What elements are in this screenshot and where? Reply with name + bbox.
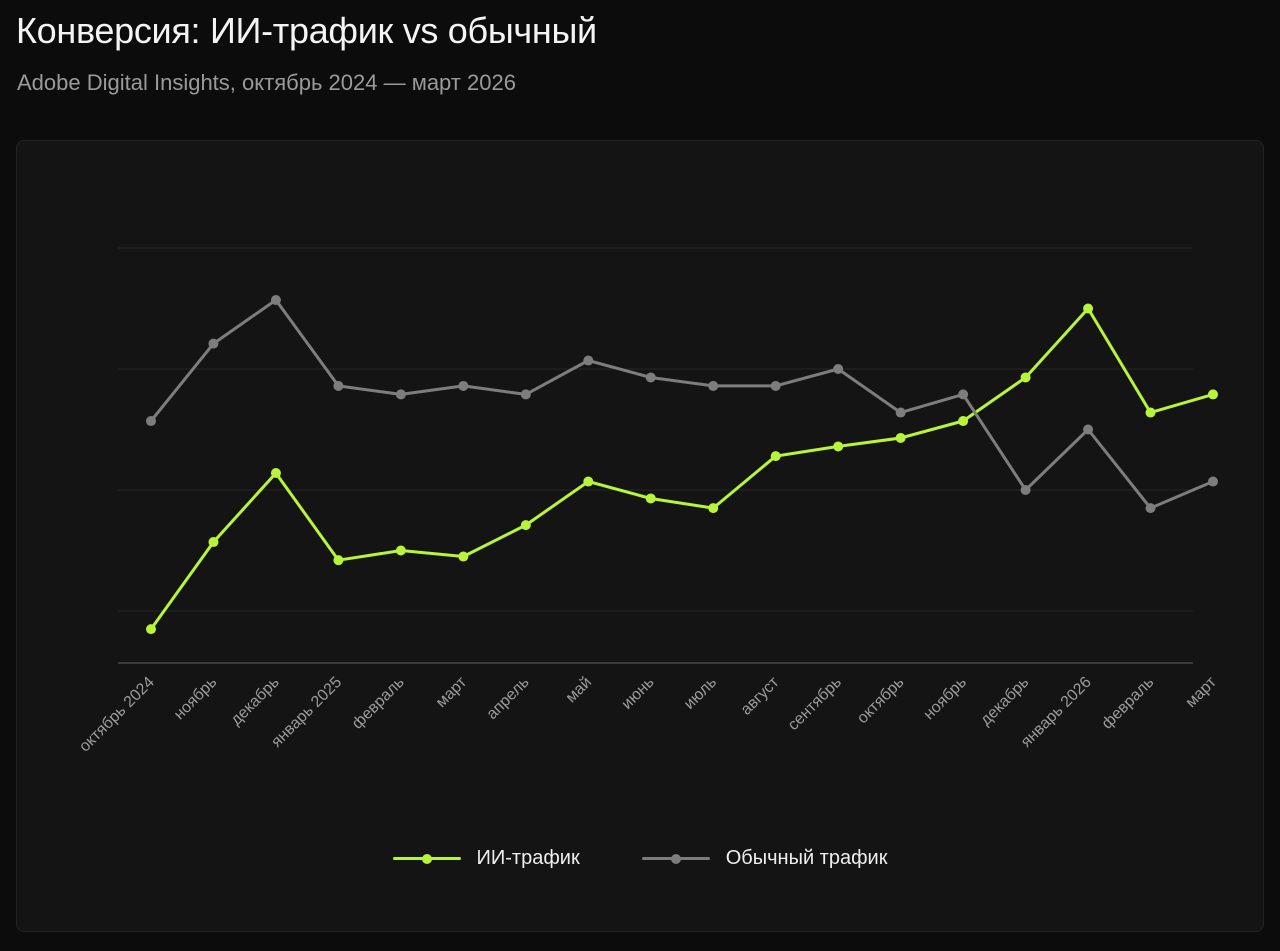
data-point-regular[interactable] — [895, 407, 906, 418]
legend-item-regular[interactable]: Обычный трафик — [641, 847, 888, 870]
legend-label: ИИ-трафик — [476, 847, 580, 869]
legend-item-ai[interactable]: ИИ-трафик — [392, 847, 580, 870]
data-point-regular[interactable] — [958, 389, 969, 400]
data-point-regular[interactable] — [770, 380, 781, 391]
legend-line-marker-icon — [641, 852, 710, 866]
data-point-regular[interactable] — [1208, 476, 1218, 487]
data-point-regular[interactable] — [1083, 424, 1094, 435]
data-point-ai[interactable] — [645, 493, 656, 504]
data-point-regular[interactable] — [1020, 485, 1031, 495]
x-tick-label: апрель — [484, 674, 533, 723]
legend-line-marker-icon — [392, 852, 461, 866]
data-point-regular[interactable] — [708, 380, 719, 391]
page-subtitle: Adobe Digital Insights, октябрь 2024 — м… — [17, 70, 516, 95]
data-point-regular[interactable] — [270, 295, 281, 306]
data-point-regular[interactable] — [645, 372, 656, 383]
x-tick-label: август — [738, 673, 783, 718]
data-point-ai[interactable] — [1145, 407, 1156, 418]
x-tick-label: март — [433, 673, 471, 711]
data-point-ai[interactable] — [270, 468, 281, 479]
data-point-ai[interactable] — [395, 545, 406, 556]
x-tick-label: ноябрь — [171, 674, 220, 723]
data-point-regular[interactable] — [395, 389, 406, 400]
data-point-regular[interactable] — [208, 338, 219, 349]
data-point-ai[interactable] — [146, 624, 156, 635]
series-line-ai — [149, 307, 1215, 631]
data-point-regular[interactable] — [520, 389, 531, 400]
legend-label: Обычный трафик — [725, 847, 888, 869]
x-tick-label: июнь — [619, 674, 658, 713]
data-point-ai[interactable] — [895, 432, 906, 443]
data-point-regular[interactable] — [1145, 503, 1156, 514]
data-point-ai[interactable] — [958, 416, 969, 427]
data-point-ai[interactable] — [583, 476, 594, 487]
x-tick-label: октябрь 2024 — [76, 674, 158, 756]
x-tick-label: июль — [681, 674, 720, 713]
data-point-regular[interactable] — [333, 380, 344, 391]
x-tick-label: ноябрь — [921, 674, 970, 723]
x-tick-label: март — [1183, 673, 1221, 711]
page-title: Конверсия: ИИ-трафик vs обычный — [16, 10, 597, 51]
data-point-regular[interactable] — [583, 355, 594, 366]
x-tick-label: февраль — [349, 674, 408, 733]
data-point-regular[interactable] — [146, 416, 156, 427]
x-tick-label: май — [563, 674, 595, 706]
data-point-ai[interactable] — [1083, 303, 1094, 314]
data-point-ai[interactable] — [1020, 372, 1031, 383]
data-point-ai[interactable] — [333, 555, 344, 566]
data-point-ai[interactable] — [520, 520, 531, 531]
data-point-ai[interactable] — [708, 503, 719, 514]
chart-card: октябрь 2024 ноябрь декабрь январь 2025 февр… — [16, 140, 1264, 932]
data-point-ai[interactable] — [1208, 389, 1218, 400]
chart-legend: ИИ-трафик Обычный трафик — [17, 847, 1263, 870]
data-point-ai[interactable] — [458, 551, 469, 562]
x-tick-label: декабрь — [228, 674, 283, 729]
series-line-regular — [149, 298, 1215, 510]
data-point-regular[interactable] — [833, 364, 844, 374]
data-point-ai[interactable] — [833, 441, 844, 452]
x-tick-label: октябрь — [854, 674, 907, 727]
data-point-ai[interactable] — [770, 451, 781, 462]
x-tick-label: февраль — [1099, 674, 1158, 733]
data-point-ai[interactable] — [208, 537, 219, 548]
x-tick-label: сентябрь — [785, 674, 845, 734]
x-tick-label: декабрь — [977, 674, 1032, 729]
data-point-regular[interactable] — [458, 380, 469, 391]
